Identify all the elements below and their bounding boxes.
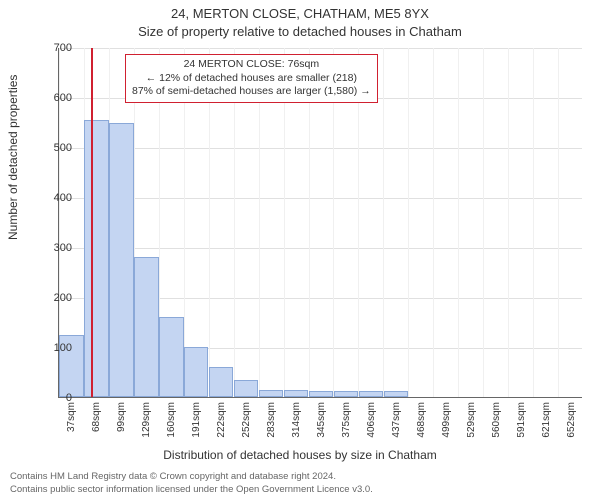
gridline-h (59, 48, 582, 49)
y-tick-label: 400 (42, 192, 72, 204)
x-tick-label: 314sqm (291, 402, 302, 438)
gridline-h (59, 198, 582, 199)
gridline-v (433, 48, 434, 397)
chart-container: 24, MERTON CLOSE, CHATHAM, ME5 8YX Size … (0, 0, 600, 500)
histogram-bar (234, 380, 258, 398)
gridline-v (408, 48, 409, 397)
x-tick-label: 37sqm (66, 402, 77, 432)
x-tick-label: 437sqm (391, 402, 402, 438)
x-tick-label: 68sqm (91, 402, 102, 432)
x-tick-label: 499sqm (441, 402, 452, 438)
x-tick-label: 406sqm (366, 402, 377, 438)
x-tick-label: 345sqm (316, 402, 327, 438)
y-tick-label: 700 (42, 42, 72, 54)
annotation-line2: ← 12% of detached houses are smaller (21… (132, 72, 371, 86)
histogram-bar (109, 123, 133, 397)
gridline-h (59, 148, 582, 149)
x-tick-label: 591sqm (516, 402, 527, 438)
histogram-bar (259, 390, 283, 398)
x-tick-label: 468sqm (416, 402, 427, 438)
gridline-v (383, 48, 384, 397)
gridline-v (458, 48, 459, 397)
annotation-box: 24 MERTON CLOSE: 76sqm ← 12% of detached… (125, 54, 378, 103)
y-tick-label: 100 (42, 342, 72, 354)
title-address: 24, MERTON CLOSE, CHATHAM, ME5 8YX (0, 6, 600, 21)
x-tick-label: 129sqm (141, 402, 152, 438)
gridline-v (558, 48, 559, 397)
x-tick-label: 222sqm (216, 402, 227, 438)
x-tick-label: 99sqm (116, 402, 127, 432)
histogram-bar (84, 120, 108, 398)
x-tick-label: 375sqm (341, 402, 352, 438)
histogram-bar (384, 391, 408, 397)
footer: Contains HM Land Registry data © Crown c… (10, 471, 590, 496)
gridline-v (483, 48, 484, 397)
property-marker-line (91, 48, 93, 397)
gridline-v (508, 48, 509, 397)
annotation-line1: 24 MERTON CLOSE: 76sqm (132, 58, 371, 72)
x-tick-label: 283sqm (266, 402, 277, 438)
histogram-bar (334, 391, 358, 397)
y-tick-label: 600 (42, 92, 72, 104)
histogram-bar (209, 367, 233, 397)
x-tick-label: 191sqm (191, 402, 202, 438)
x-tick-label: 252sqm (241, 402, 252, 438)
x-tick-label: 560sqm (491, 402, 502, 438)
y-tick-label: 300 (42, 242, 72, 254)
x-axis-label: Distribution of detached houses by size … (0, 448, 600, 462)
histogram-bar (134, 257, 158, 397)
x-tick-label: 621sqm (541, 402, 552, 438)
footer-line1: Contains HM Land Registry data © Crown c… (10, 471, 590, 483)
histogram-bar (159, 317, 183, 397)
histogram-bar (309, 391, 333, 397)
title-subtitle: Size of property relative to detached ho… (0, 24, 600, 39)
footer-line2: Contains public sector information licen… (10, 484, 590, 496)
x-tick-label: 652sqm (566, 402, 577, 438)
plot-area: 24 MERTON CLOSE: 76sqm ← 12% of detached… (58, 48, 582, 398)
annotation-line3: 87% of semi-detached houses are larger (… (132, 85, 371, 99)
gridline-h (59, 248, 582, 249)
histogram-bar (359, 391, 383, 397)
gridline-v (533, 48, 534, 397)
y-axis-label: Number of detached properties (6, 75, 20, 240)
y-tick-label: 200 (42, 292, 72, 304)
histogram-bar (184, 347, 208, 397)
y-tick-label: 500 (42, 142, 72, 154)
x-tick-label: 160sqm (166, 402, 177, 438)
histogram-bar (284, 390, 308, 398)
x-tick-label: 529sqm (466, 402, 477, 438)
